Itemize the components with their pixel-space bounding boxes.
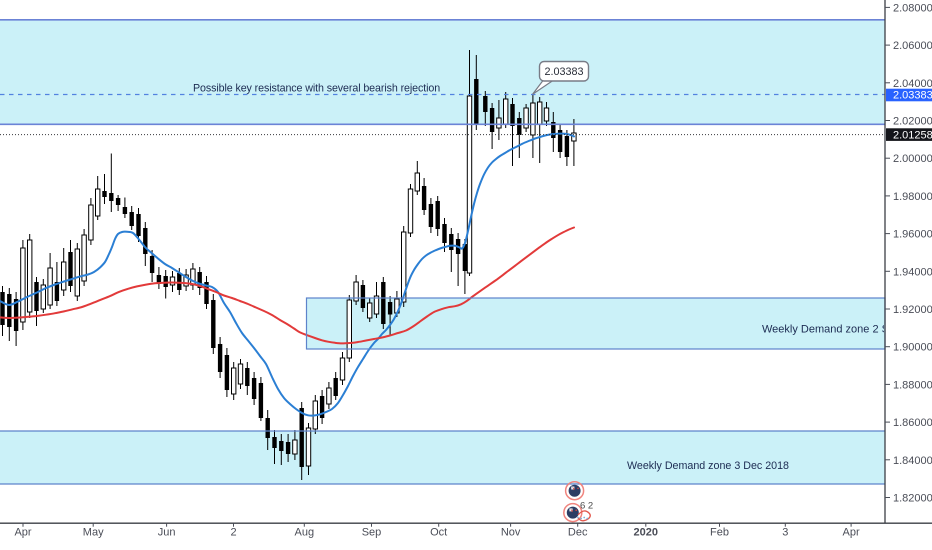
svg-text:Nov: Nov xyxy=(501,527,521,539)
svg-text:2.08000: 2.08000 xyxy=(893,2,932,14)
svg-text:Weekly Demand zone 2 Sep: Weekly Demand zone 2 Sep xyxy=(762,324,901,336)
svg-text:Apr: Apr xyxy=(843,527,860,539)
svg-text:1.96000: 1.96000 xyxy=(893,229,932,241)
svg-text:Aug: Aug xyxy=(295,527,315,539)
svg-text:Weekly Demand zone 3 Dec 2018: Weekly Demand zone 3 Dec 2018 xyxy=(627,460,789,472)
svg-text:2.00000: 2.00000 xyxy=(893,153,932,165)
svg-text:2.03383: 2.03383 xyxy=(893,90,932,102)
svg-text:1.86000: 1.86000 xyxy=(893,417,932,429)
svg-text:2.06000: 2.06000 xyxy=(893,40,932,52)
svg-text:1.98000: 1.98000 xyxy=(893,191,932,203)
svg-text:2.02000: 2.02000 xyxy=(893,116,932,128)
svg-text:Oct: Oct xyxy=(430,527,447,539)
svg-text:6 2: 6 2 xyxy=(580,501,593,512)
svg-text:1.84000: 1.84000 xyxy=(893,455,932,467)
svg-text:2: 2 xyxy=(230,527,236,539)
svg-text:Sep: Sep xyxy=(362,527,382,539)
svg-text:Jun: Jun xyxy=(158,527,176,539)
svg-text:Apr: Apr xyxy=(14,527,31,539)
svg-text:May: May xyxy=(83,527,104,539)
svg-text:Feb: Feb xyxy=(710,527,729,539)
svg-text:1.94000: 1.94000 xyxy=(893,266,932,278)
svg-text:1.82000: 1.82000 xyxy=(893,493,932,505)
svg-text:1.88000: 1.88000 xyxy=(893,379,932,391)
svg-text:2020: 2020 xyxy=(634,527,658,539)
svg-text:Dec: Dec xyxy=(568,527,588,539)
svg-text:2.04000: 2.04000 xyxy=(893,78,932,90)
svg-text:1.92000: 1.92000 xyxy=(893,304,932,316)
svg-text:2.01258: 2.01258 xyxy=(893,129,932,141)
svg-text:1.90000: 1.90000 xyxy=(893,342,932,354)
svg-text:3: 3 xyxy=(782,527,788,539)
svg-text:Possible key resistance with s: Possible key resistance with several bea… xyxy=(193,83,440,95)
svg-text:2.03383: 2.03383 xyxy=(544,66,583,78)
